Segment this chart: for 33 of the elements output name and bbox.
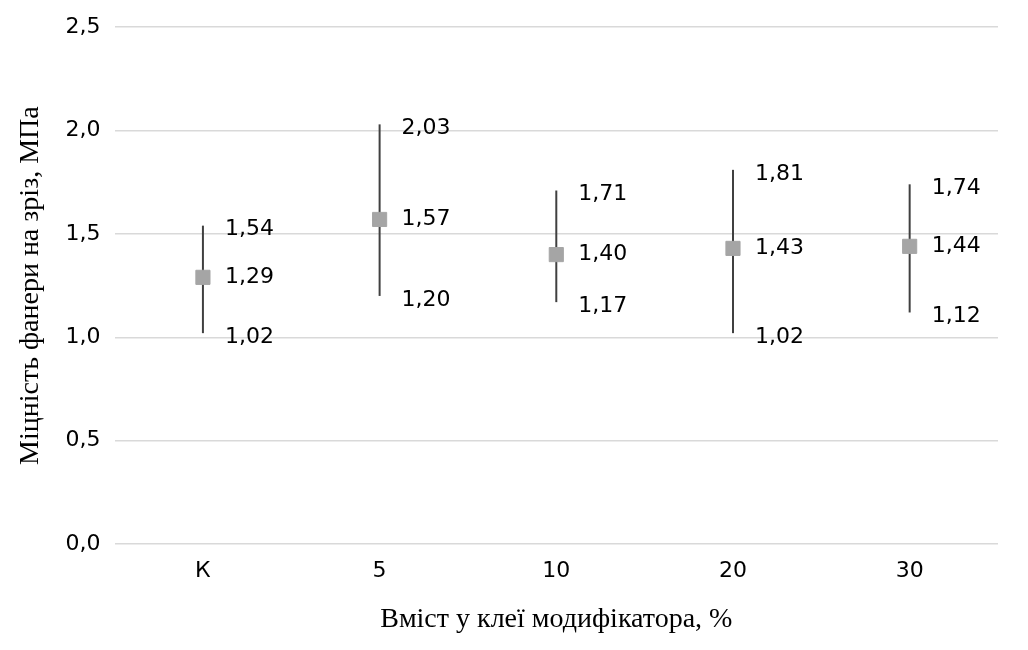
data-label: 1,29 xyxy=(224,263,274,289)
annotation: 2,03 xyxy=(401,114,451,140)
x-tick-label: 30 xyxy=(895,556,924,582)
annotation: 1,71 xyxy=(578,180,628,206)
data-label: 1,40 xyxy=(578,240,628,266)
annotation: 1,20 xyxy=(401,285,451,311)
y-tick-label: 1,5 xyxy=(65,219,101,245)
y-tick-label: 1,0 xyxy=(65,323,101,348)
y-axis-title: Міцність фанери на зріз, МПа xyxy=(13,105,45,465)
data-label: 1,43 xyxy=(754,234,804,260)
annotation: 1,74 xyxy=(931,174,981,200)
annotation: 1,02 xyxy=(754,322,804,348)
annotation: 1,17 xyxy=(578,291,628,317)
x-tick-label: 10 xyxy=(542,556,571,582)
y-tick-label: 2,5 xyxy=(65,12,101,38)
point xyxy=(902,238,918,254)
annotation: 1,02 xyxy=(224,322,274,348)
point xyxy=(372,211,388,228)
y-tick-label: 0,0 xyxy=(65,529,101,555)
data-label: 1,44 xyxy=(931,232,981,258)
point xyxy=(548,247,564,263)
y-tick-label: 0,5 xyxy=(65,426,101,452)
x-tick-label: 20 xyxy=(718,556,747,582)
point xyxy=(725,240,741,256)
x-axis-title: Вміст у клеї модифікатора, % xyxy=(380,601,733,633)
point xyxy=(195,269,211,285)
data-label: 1,57 xyxy=(401,205,451,231)
annotation: 1,12 xyxy=(931,302,981,328)
x-tick-label: К xyxy=(195,556,212,582)
y-tick-label: 2,0 xyxy=(65,116,101,142)
annotation: 1,54 xyxy=(224,215,274,241)
x-tick-label: 5 xyxy=(372,556,387,582)
annotation: 1,81 xyxy=(754,159,804,185)
